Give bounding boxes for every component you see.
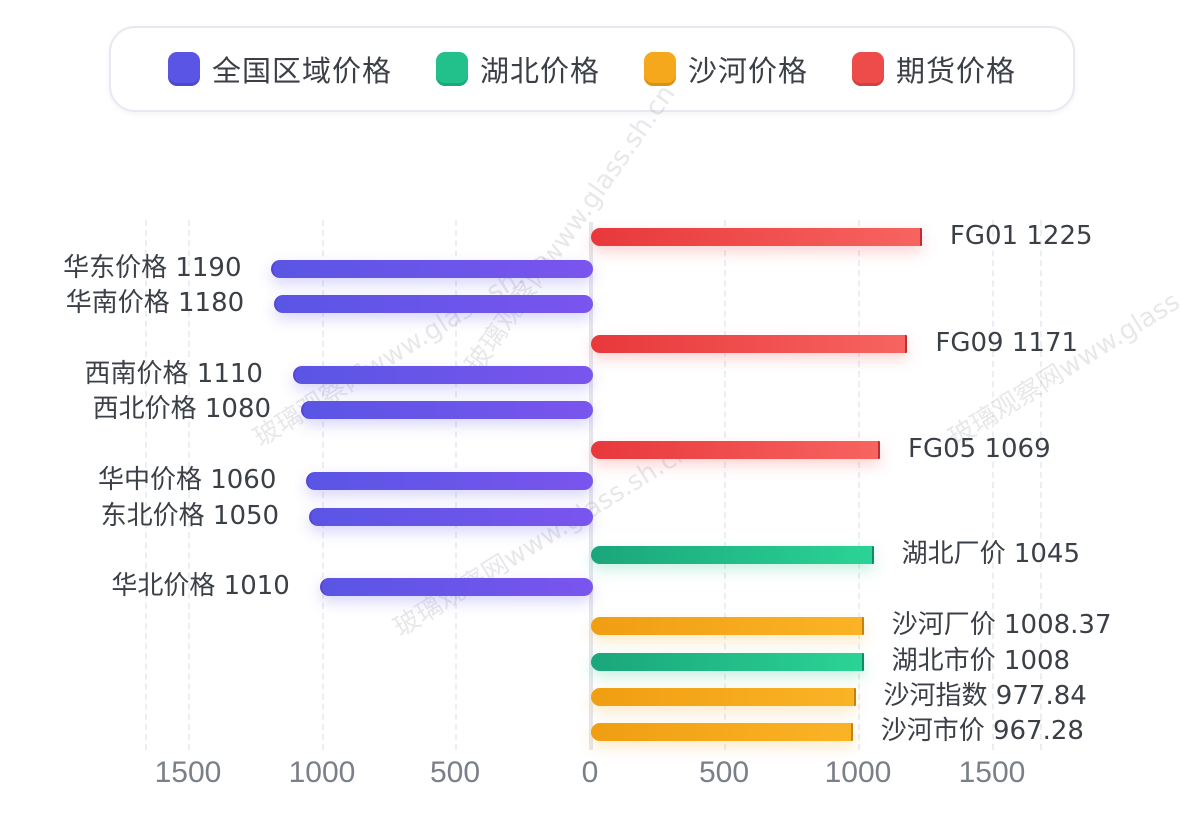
bar-label: 华北价格 1010: [111, 571, 290, 601]
bar-label: FG09 1171: [935, 328, 1079, 358]
bar-left[interactable]: [271, 260, 593, 278]
gridline: [858, 220, 860, 750]
legend-label: 全国区域价格: [211, 54, 392, 88]
bar-label: 湖北市价 1008: [891, 646, 1071, 676]
bar-label: 东北价格 1050: [100, 501, 280, 531]
bar-label: FG01 1225: [949, 221, 1093, 251]
x-tick-label: 1500: [154, 756, 222, 789]
watermark: 玻璃观察网www.glass.sh.cn: [388, 435, 696, 644]
x-tick-label: 500: [429, 756, 481, 789]
chart-legend: 全国区域价格 湖北价格 沙河价格 期货价格: [109, 26, 1075, 112]
bar-label: 沙河厂价 1008.37: [891, 610, 1112, 640]
legend-label: 期货价格: [896, 54, 1017, 88]
bar-left[interactable]: [319, 578, 593, 596]
legend-swatch-green-icon: [435, 52, 468, 86]
legend-item-hubei[interactable]: 湖北价格: [435, 48, 600, 90]
bar-right[interactable]: [591, 723, 853, 741]
bar-right[interactable]: [591, 688, 856, 706]
bar-right[interactable]: [591, 653, 864, 671]
x-tick-label: 500: [698, 756, 750, 789]
bar-right[interactable]: [591, 546, 874, 564]
bar-left[interactable]: [274, 295, 593, 313]
legend-item-futures[interactable]: 期货价格: [852, 48, 1016, 90]
bar-label: 华中价格 1060: [97, 465, 277, 495]
legend-swatch-purple-icon: [167, 52, 200, 86]
bar-right[interactable]: [591, 441, 881, 459]
legend-item-national[interactable]: 全国区域价格: [167, 48, 392, 90]
bar-label: 华南价格 1180: [65, 288, 245, 318]
bar-label: 西南价格 1110: [84, 359, 263, 389]
bar-left[interactable]: [301, 401, 593, 419]
bar-label: 沙河市价 967.28: [880, 716, 1084, 746]
bar-left[interactable]: [309, 508, 593, 526]
bar-right[interactable]: [591, 335, 908, 353]
bar-label: FG05 1069: [908, 434, 1051, 464]
gridline: [724, 220, 726, 750]
bar-label: 西北价格 1080: [92, 394, 272, 424]
bar-right[interactable]: [591, 617, 864, 635]
gridline: [188, 220, 190, 750]
gridline: [145, 220, 147, 750]
bar-label: 沙河指数 977.84: [883, 681, 1087, 711]
bar-label: 湖北厂价 1045: [901, 539, 1081, 569]
gridline: [992, 220, 994, 750]
legend-label: 湖北价格: [479, 54, 600, 88]
x-tick-label: 1500: [958, 756, 1026, 789]
x-tick-label: 0: [581, 756, 599, 789]
bar-label: 华东价格 1190: [63, 253, 242, 283]
legend-swatch-orange-icon: [644, 52, 676, 86]
legend-label: 沙河价格: [688, 54, 809, 88]
x-tick-label: 1000: [824, 756, 892, 789]
gridline: [1040, 220, 1042, 750]
legend-swatch-red-icon: [852, 52, 885, 86]
x-tick-label: 1000: [288, 756, 356, 789]
legend-item-shahe[interactable]: 沙河价格: [644, 48, 808, 90]
bar-left[interactable]: [306, 472, 593, 490]
bar-right[interactable]: [591, 228, 922, 246]
bar-left[interactable]: [292, 366, 593, 384]
